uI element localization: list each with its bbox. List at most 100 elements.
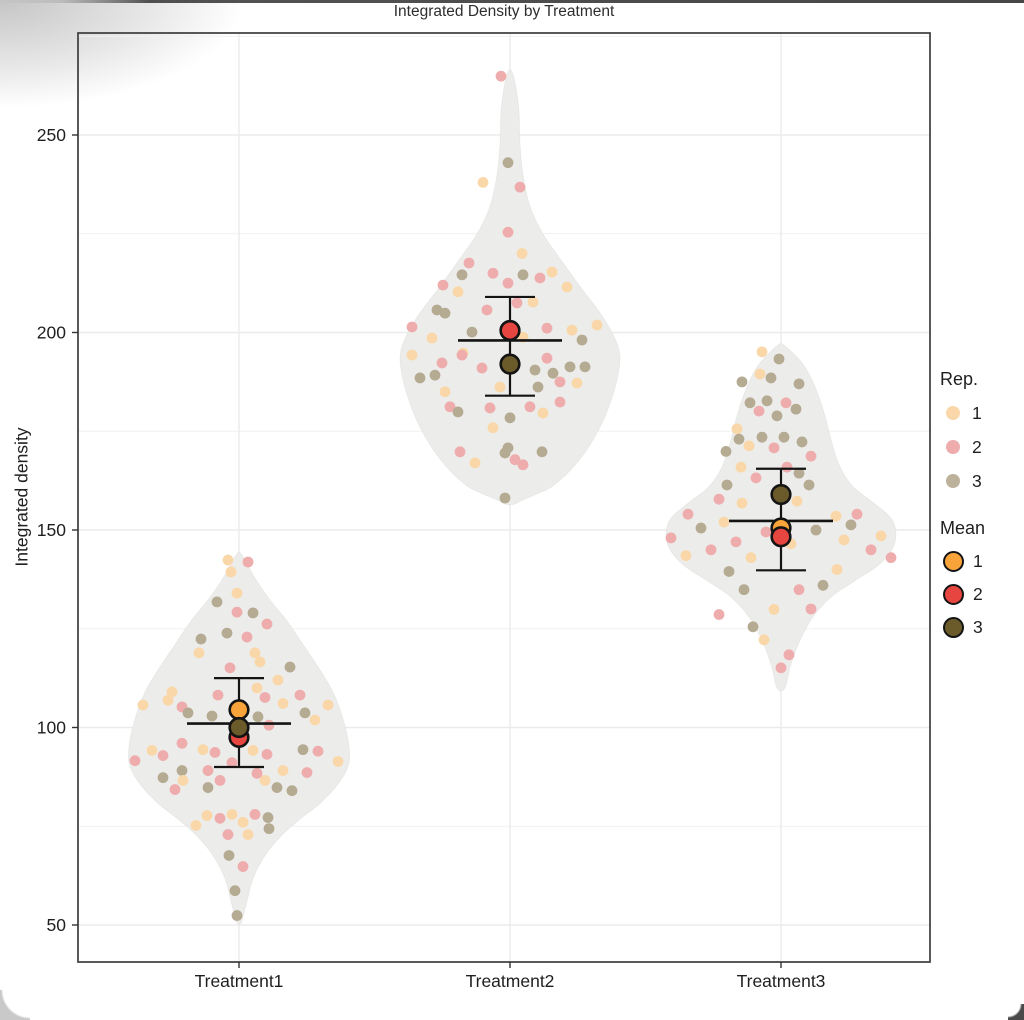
jitter-point-rep3 xyxy=(439,307,451,319)
jitter-point-rep2 xyxy=(157,750,169,761)
jitter-point-rep3 xyxy=(793,467,805,479)
jitter-point-rep3 xyxy=(738,584,750,596)
jitter-point-rep3 xyxy=(733,433,745,445)
jitter-point-rep2 xyxy=(805,450,817,462)
jitter-point-rep1 xyxy=(226,809,238,820)
jitter-point-rep1 xyxy=(735,461,747,473)
jitter-point-rep1 xyxy=(756,346,768,358)
jitter-point-rep1 xyxy=(452,286,464,298)
jitter-point-rep2 xyxy=(760,526,772,538)
jitter-point-rep1 xyxy=(487,422,499,434)
jitter-point-rep1 xyxy=(242,829,254,840)
jitter-point-rep1 xyxy=(237,816,249,828)
jitter-point-rep2 xyxy=(444,401,456,413)
jitter-point-rep2 xyxy=(524,401,536,413)
jitter-point-rep1 xyxy=(190,820,202,831)
jitter-point-rep3 xyxy=(263,823,275,835)
jitter-point-rep2 xyxy=(294,689,306,701)
jitter-point-rep2 xyxy=(705,544,717,556)
jitter-point-rep2 xyxy=(775,662,787,674)
jitter-point-rep3 xyxy=(504,412,516,424)
x-tick-label: Treatment3 xyxy=(737,971,826,991)
jitter-point-rep1 xyxy=(561,281,573,293)
jitter-point-rep1 xyxy=(743,440,755,452)
jitter-point-rep3 xyxy=(284,661,296,673)
jitter-point-rep1 xyxy=(193,647,205,659)
jitter-point-rep2 xyxy=(509,454,521,466)
legend-item-rep-2: 2 xyxy=(940,430,1024,464)
jitter-point-rep3 xyxy=(247,607,259,619)
panel-border xyxy=(77,32,931,963)
jitter-point-rep1 xyxy=(322,699,334,711)
jitter-point-rep1 xyxy=(201,810,213,821)
jitter-point-rep2 xyxy=(176,737,188,749)
mean-point-rep2 xyxy=(499,319,521,342)
jitter-point-rep2 xyxy=(793,584,805,596)
jitter-point-rep3 xyxy=(182,707,194,719)
jitter-point-rep1 xyxy=(277,765,289,776)
mean-1-swatch-icon xyxy=(943,551,964,572)
jitter-point-rep3 xyxy=(695,522,707,534)
jitter-point-rep1 xyxy=(831,564,843,575)
jitter-point-rep2 xyxy=(301,767,313,778)
legend-item-label: 3 xyxy=(972,470,982,491)
mean-point-rep3 xyxy=(228,716,250,739)
jitter-point-rep1 xyxy=(222,554,234,566)
jitter-point-rep1 xyxy=(137,699,149,711)
jitter-point-rep3 xyxy=(793,378,805,390)
jitter-point-rep3 xyxy=(195,633,207,645)
jitter-point-rep1 xyxy=(731,423,743,435)
jitter-point-rep2 xyxy=(502,277,514,289)
x-tick-label: Treatment2 xyxy=(466,971,555,991)
legend-item-mean-1: 1 xyxy=(940,545,1024,578)
jitter-point-rep3 xyxy=(579,361,591,373)
x-tick-label: Treatment1 xyxy=(195,971,284,991)
jitter-point-rep1 xyxy=(254,656,266,668)
jitter-point-rep2 xyxy=(169,784,181,795)
jitter-point-rep3 xyxy=(206,710,218,722)
jitter-point-rep3 xyxy=(231,910,243,921)
jitter-point-rep2 xyxy=(541,352,553,364)
jitter-point-rep1 xyxy=(758,634,770,646)
jitter-point-rep3 xyxy=(845,519,857,531)
legend: Rep. 1 2 3 Mean 1 2 3 xyxy=(940,369,1024,644)
legend-mean-title: Mean xyxy=(940,518,986,538)
jitter-point-rep3 xyxy=(297,744,309,756)
jitter-point-rep1 xyxy=(146,745,158,756)
jitter-point-rep2 xyxy=(780,397,792,409)
jitter-point-rep2 xyxy=(456,349,468,361)
jitter-point-rep1 xyxy=(406,349,418,361)
mean-point-rep3 xyxy=(499,353,521,375)
jitter-point-rep3 xyxy=(790,403,802,415)
jitter-point-rep1 xyxy=(251,682,263,694)
jitter-point-rep2 xyxy=(682,508,694,520)
jitter-point-rep2 xyxy=(237,861,249,872)
jitter-point-rep3 xyxy=(744,397,756,409)
mean-point-rep2 xyxy=(770,526,792,548)
jitter-point-rep3 xyxy=(502,157,514,169)
jitter-point-rep2 xyxy=(259,692,271,703)
jitter-point-rep2 xyxy=(436,357,448,369)
jitter-point-rep3 xyxy=(202,782,214,793)
jitter-point-rep2 xyxy=(487,267,499,279)
y-tick-label: 50 xyxy=(47,915,67,935)
jitter-point-rep2 xyxy=(865,544,877,556)
jitter-point-rep1 xyxy=(546,266,558,278)
jitter-point-rep1 xyxy=(426,332,438,344)
jitter-point-rep2 xyxy=(476,362,488,374)
legend-item-label: 1 xyxy=(972,402,982,423)
jitter-point-rep1 xyxy=(516,248,528,259)
jitter-point-rep1 xyxy=(680,550,692,562)
legend-rep-title: Rep. xyxy=(940,369,979,389)
jitter-point-rep3 xyxy=(803,479,815,491)
jitter-point-rep2 xyxy=(514,181,526,193)
jitter-point-rep3 xyxy=(721,479,733,491)
jitter-point-rep3 xyxy=(157,772,169,784)
jitter-point-rep2 xyxy=(463,257,475,269)
jitter-point-rep1 xyxy=(745,552,757,564)
jitter-point-rep1 xyxy=(571,377,583,389)
y-tick-label: 100 xyxy=(37,718,66,738)
jitter-point-rep1 xyxy=(875,530,887,542)
jitter-point-rep1 xyxy=(477,177,489,188)
